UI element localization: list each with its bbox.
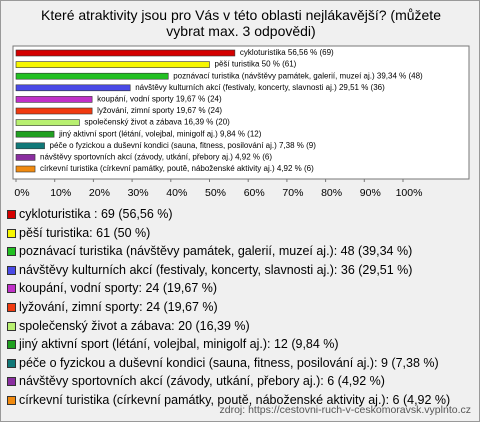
legend-item: cykloturistika : 69 (56,56 %) (7, 207, 475, 222)
bar (15, 107, 93, 115)
bar (15, 165, 36, 173)
value-label: společenský život a zábava 16,39 % (20) (84, 118, 230, 127)
value-label: koupání, vodní sporty 19,67 % (24) (97, 95, 222, 104)
legend-swatch (7, 265, 16, 275)
value-label: církevní turistika (církevní památky, po… (40, 164, 314, 173)
source: zdroj: https://cestovni-ruch-v-ceskomora… (219, 404, 472, 416)
x-tick-label: 90% (360, 187, 381, 199)
legend-swatch (7, 358, 16, 368)
legend-item: společenský život a zábava: 20 (16,39 %) (7, 319, 475, 334)
legend-swatch (7, 210, 16, 219)
legend-item: pěší turistika: 61 (50 %) (7, 226, 475, 241)
legend-label: návštěvy sportovních akcí (závody, utkán… (19, 374, 385, 389)
legend-swatch (7, 321, 16, 331)
bar (15, 130, 55, 138)
legend-label: návštěvy kulturních akcí (festivaly, kon… (19, 262, 413, 277)
x-tick-label: 60% (244, 187, 265, 199)
legend-item: návštěvy sportovních akcí (závody, utkán… (7, 374, 475, 389)
bar (15, 96, 93, 103)
bar (15, 72, 169, 80)
legend-swatch (7, 247, 16, 257)
bar (15, 119, 80, 126)
x-tick-label: 50% (205, 187, 226, 199)
bar (15, 142, 45, 150)
x-tick-label: 10% (50, 187, 71, 199)
value-label: cykloturistika 56,56 % (69) (240, 48, 334, 57)
bar (15, 84, 131, 92)
legend-swatch (7, 377, 16, 387)
value-label: lyžování, zimní sporty 19,67 % (24) (97, 106, 222, 115)
legend-label: koupání, vodní sporty: 24 (19,67 %) (19, 281, 218, 296)
legend-item: péče o fyzickou a duševní kondici (sauna… (7, 356, 475, 371)
legend-label: péče o fyzickou a duševní kondici (sauna… (19, 355, 439, 370)
legend-swatch (7, 284, 16, 294)
legend-swatch (7, 228, 16, 238)
x-tick-label: 80% (321, 187, 342, 199)
value-label: jiný aktivní sport (létání, volejbal, mi… (58, 129, 262, 138)
x-tick-label: 30% (128, 187, 149, 199)
legend-label: jiný aktivní sport (létání, volejbal, mi… (19, 337, 339, 352)
value-label: pěší turistika 50 % (61) (215, 60, 297, 69)
x-tick-label: 20% (89, 187, 110, 199)
legend-label: cykloturistika : 69 (56,56 %) (19, 207, 173, 221)
legend-item: církevní turistika (církevní památky, po… (7, 393, 475, 408)
chart: 0% 10% 20% 30% 40% 50% 60% 70% 80% 90% 100% cyklotu… (12, 45, 470, 199)
x-tick-label: 70% (282, 187, 303, 199)
legend-label: pěší turistika: 61 (50 %) (19, 225, 151, 240)
legend-label: poznávací turistika (návštěvy památek, g… (19, 244, 413, 259)
legend-swatch (7, 302, 16, 312)
legend-item: lyžování, zimní sporty: 24 (19,67 %) (7, 300, 475, 315)
legend-item: poznávací turistika (návštěvy památek, g… (7, 244, 475, 259)
legend-item: návštěvy kulturních akcí (festivaly, kon… (7, 263, 475, 278)
legend-label: lyžování, zimní sporty: 24 (19,67 %) (19, 299, 218, 314)
legend-label: společenský život a zábava: 20 (16,39 %) (19, 318, 250, 333)
value-label: poznávací turistika (návštěvy památek, g… (173, 71, 423, 80)
bar (15, 154, 36, 161)
legend-label: církevní turistika (církevní památky, po… (19, 392, 451, 407)
bar (15, 49, 236, 57)
x-tick-label: 100% (396, 187, 423, 199)
legend-item: koupání, vodní sporty: 24 (19,67 %) (7, 281, 475, 296)
legend: cykloturistika : 69 (56,56 %) pěší turist… (7, 207, 475, 412)
legend-item: jiný aktivní sport (létání, volejbal, mi… (7, 337, 475, 352)
value-label: péče o fyzickou a duševní kondici (sauna… (50, 141, 317, 150)
chart-title: Které atraktivity jsou pro Vás v této ob… (41, 7, 441, 39)
legend-swatch (7, 395, 16, 405)
x-tick-label: 0% (14, 187, 29, 199)
value-label: návštěvy kulturních akcí (festivaly, kon… (135, 83, 385, 92)
x-tick-label: 40% (166, 187, 187, 199)
legend-swatch (7, 340, 16, 350)
value-label: návštěvy sportovních akcí (závody, utkán… (40, 153, 272, 162)
bar (15, 61, 210, 68)
